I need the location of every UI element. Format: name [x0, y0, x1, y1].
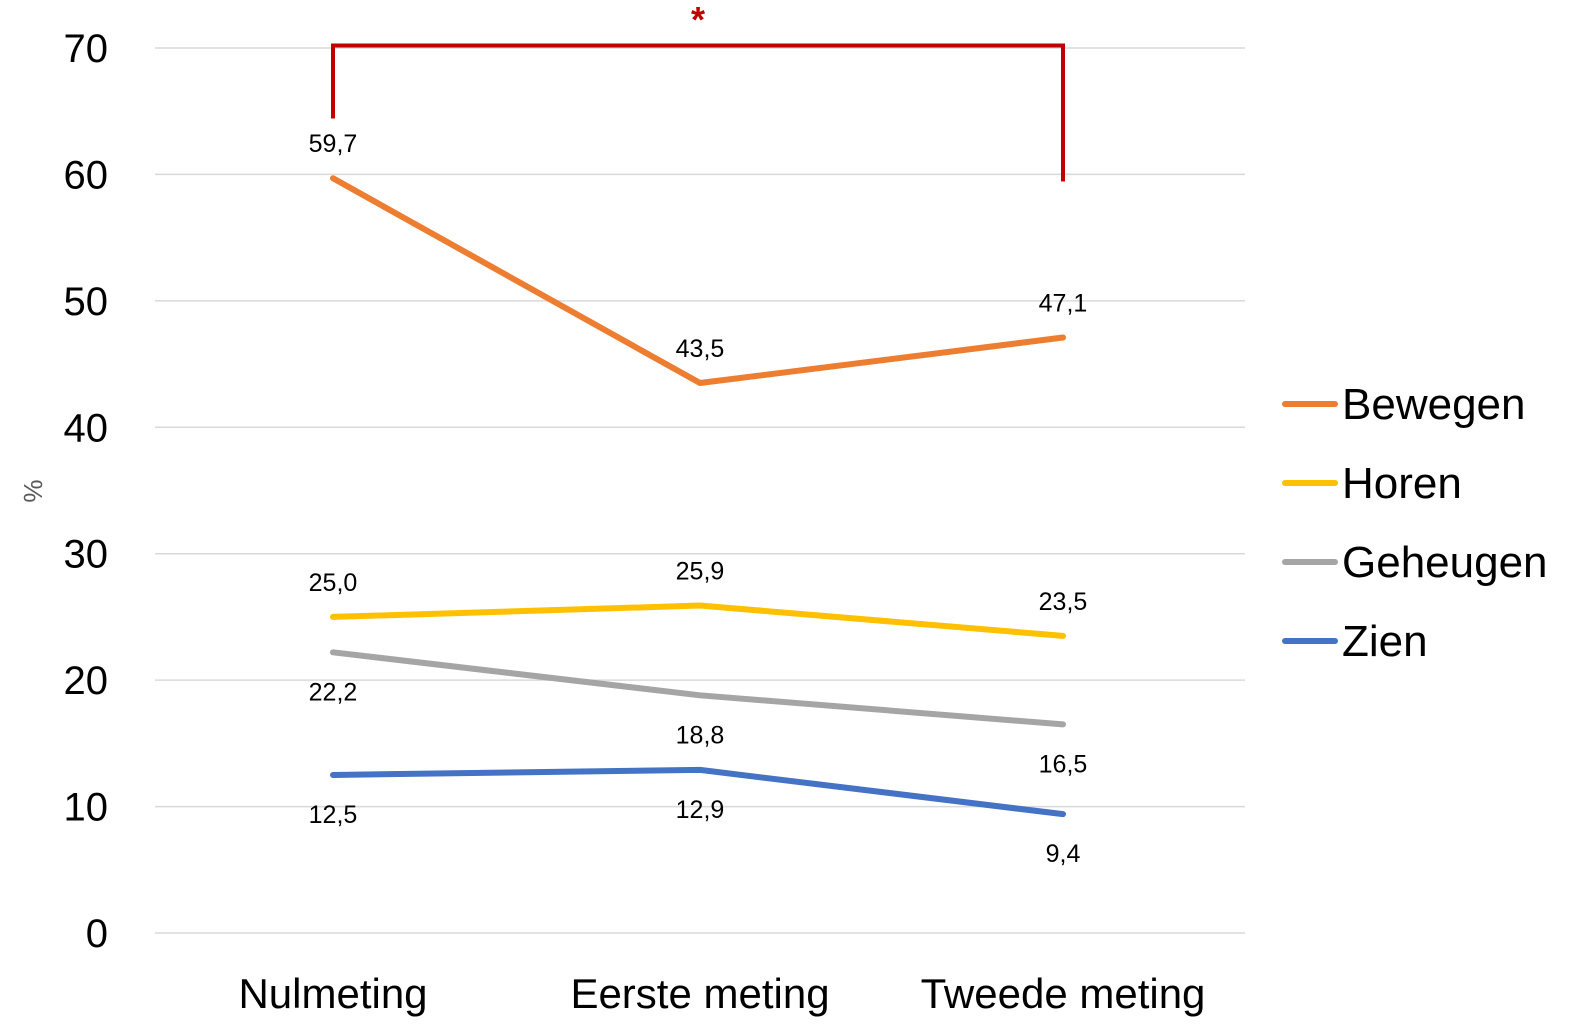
significance-marker: *: [691, 0, 705, 40]
x-axis-ticks: Nulmeting Eerste meting Tweede meting: [238, 970, 1205, 1017]
y-tick-label: 20: [64, 659, 109, 703]
data-label: 59,7: [309, 130, 358, 158]
data-label: 25,0: [309, 569, 358, 597]
series-lines: [330, 175, 1066, 818]
data-label: 22,2: [309, 678, 358, 706]
significance-bracket: *: [331, 0, 1065, 182]
x-tick-label: Nulmeting: [238, 970, 427, 1017]
data-label: 23,5: [1039, 588, 1088, 616]
series-line-horen: [330, 602, 1066, 639]
significance-bracket-line: [331, 43, 1065, 182]
legend-label: Bewegen: [1342, 380, 1525, 429]
data-label: 47,1: [1039, 290, 1088, 318]
y-tick-label: 10: [64, 786, 109, 830]
legend-label: Geheugen: [1342, 538, 1548, 587]
series-line-bewegen: [330, 175, 1066, 387]
series-line-geheugen: [330, 649, 1066, 728]
gridlines: [155, 47, 1245, 934]
y-axis-label: %: [18, 479, 48, 502]
data-label: 12,9: [676, 796, 725, 824]
y-axis-ticks: 0 10 20 30 40 50 60 70: [64, 27, 109, 956]
legend: Bewegen Horen Geheugen Zien: [1282, 380, 1548, 666]
series-line-zien: [330, 766, 1066, 818]
x-tick-label: Eerste meting: [570, 970, 829, 1017]
data-label: 18,8: [676, 721, 725, 749]
legend-label: Horen: [1342, 459, 1462, 508]
y-tick-label: 30: [64, 533, 109, 577]
data-label: 16,5: [1039, 750, 1088, 778]
data-label: 12,5: [309, 801, 358, 829]
data-labels: 59,7 43,5 47,1 25,0 25,9 23,5 22,2 18,8 16,5 12,5…: [309, 130, 1088, 868]
data-label: 43,5: [676, 335, 725, 363]
y-tick-label: 0: [86, 912, 108, 956]
data-label: 25,9: [676, 558, 725, 586]
data-label: 9,4: [1046, 840, 1081, 868]
y-tick-label: 60: [64, 153, 109, 197]
y-tick-label: 70: [64, 27, 109, 71]
y-tick-label: 40: [64, 406, 109, 450]
x-tick-label: Tweede meting: [921, 970, 1206, 1017]
legend-label: Zien: [1342, 617, 1428, 666]
y-tick-label: 50: [64, 280, 109, 324]
